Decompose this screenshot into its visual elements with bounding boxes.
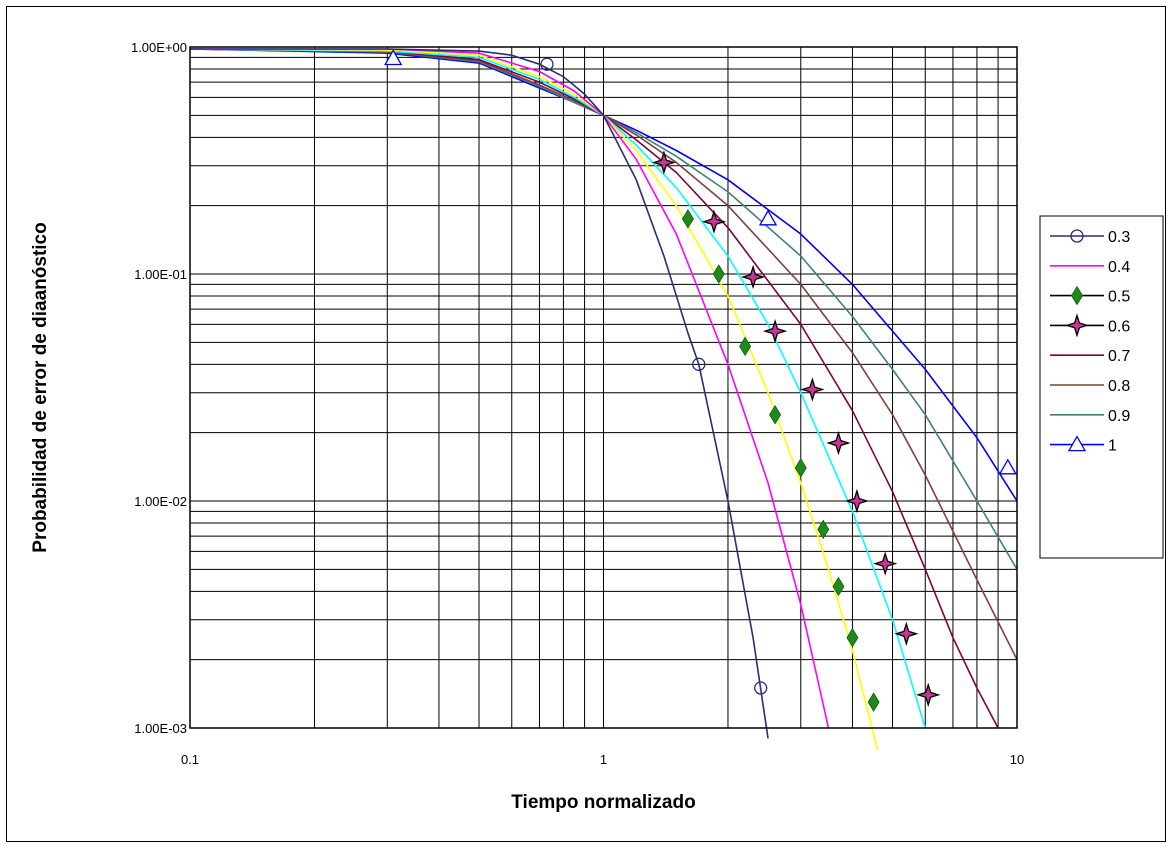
legend-marker — [1070, 229, 1084, 243]
legend-label: 0.8 — [1108, 378, 1130, 395]
gridlines — [189, 46, 1018, 729]
series-line-0.9 — [189, 48, 1018, 570]
plot-area — [189, 46, 1018, 729]
series-marker-0.3 — [754, 681, 768, 695]
legend: 0.3 0.4 0.5 0.6 0.7 0.8 0.9 1 — [1039, 215, 1164, 559]
legend-label: 0.9 — [1108, 408, 1130, 425]
series-marker-0.5 — [681, 209, 694, 229]
x-tick-label: 0.1 — [181, 752, 199, 767]
legend-item-0.7: 0.7 — [1050, 348, 1130, 365]
legend-item-0.3: 0.3 — [1050, 229, 1130, 246]
y-tick-label: 1.00E-03 — [134, 721, 187, 736]
series-line-0.6 — [189, 48, 927, 729]
series-marker-0.3 — [540, 57, 554, 71]
series-marker-0.5 — [832, 576, 845, 597]
series-marker-0.5 — [794, 458, 807, 478]
legend-label: 0.5 — [1108, 289, 1130, 306]
series-line-0.8 — [189, 48, 1018, 661]
legend-item-0.9: 0.9 — [1050, 408, 1130, 425]
series-marker-0.6 — [894, 621, 919, 646]
y-tick-label: 1.00E+00 — [131, 40, 187, 55]
legend-marker — [1071, 285, 1083, 306]
series-line-0.3 — [190, 48, 769, 739]
series-marker-0.5 — [769, 404, 782, 425]
series-marker-1 — [384, 49, 403, 66]
series-marker-0.5 — [846, 627, 859, 648]
y-tick-label: 1.00E-01 — [134, 267, 187, 282]
legend-label: 0.4 — [1108, 259, 1130, 276]
x-axis-title: Tiempo normalizado — [511, 792, 695, 813]
series-marker-0.6 — [762, 319, 788, 344]
series-marker-1 — [758, 209, 778, 226]
legend-item-0.8: 0.8 — [1050, 378, 1130, 395]
legend-label: 1 — [1108, 438, 1117, 455]
legend-item-0.5: 0.5 — [1050, 285, 1130, 306]
series-marker-0.6 — [800, 377, 825, 402]
series-marker-0.5 — [712, 264, 725, 284]
series-lines — [189, 48, 1018, 751]
legend-label: 0.3 — [1108, 229, 1130, 246]
x-tick-label: 1 — [600, 752, 607, 767]
series-marker-0.3 — [692, 357, 706, 371]
series-marker-0.5 — [867, 692, 880, 712]
legend-marker — [1064, 313, 1090, 338]
series-marker-0.6 — [916, 682, 941, 707]
series-marker-0.6 — [873, 551, 898, 576]
legend-label: 0.6 — [1108, 318, 1130, 335]
legend-item-0.4: 0.4 — [1050, 259, 1130, 276]
series-line-0.5 — [189, 48, 879, 751]
series-marker-0.6 — [740, 264, 766, 290]
series-line-0.7 — [189, 48, 999, 729]
legend-marker — [1067, 435, 1087, 452]
series-marker-0.6 — [826, 430, 851, 456]
series-marker-0.5 — [817, 519, 830, 540]
y-axis-title: Probabilidad de error de diaanóstico — [30, 222, 51, 552]
series-line-0.4 — [190, 48, 830, 729]
legend-item-0.6: 0.6 — [1050, 313, 1130, 338]
legend-box — [1039, 215, 1164, 559]
legend-label: 0.7 — [1108, 348, 1130, 365]
y-tick-label: 1.00E-02 — [134, 494, 187, 509]
tick-labels: 0.1 1 10 1.00E-03 1.00E-02 1.00E-01 1.00E+00 — [131, 40, 1024, 767]
series-marker-1 — [998, 458, 1017, 475]
series-marker-0.5 — [739, 336, 752, 357]
chart-frame — [6, 6, 1166, 842]
x-tick-label: 10 — [1010, 752, 1024, 767]
series-line-1 — [189, 48, 1018, 502]
series-marker-0.6 — [651, 150, 677, 175]
series-marker-0.6 — [844, 488, 870, 514]
series-marker-0.6 — [701, 209, 727, 234]
series-markers — [384, 49, 1017, 712]
legend-item-1: 1 — [1050, 435, 1117, 455]
